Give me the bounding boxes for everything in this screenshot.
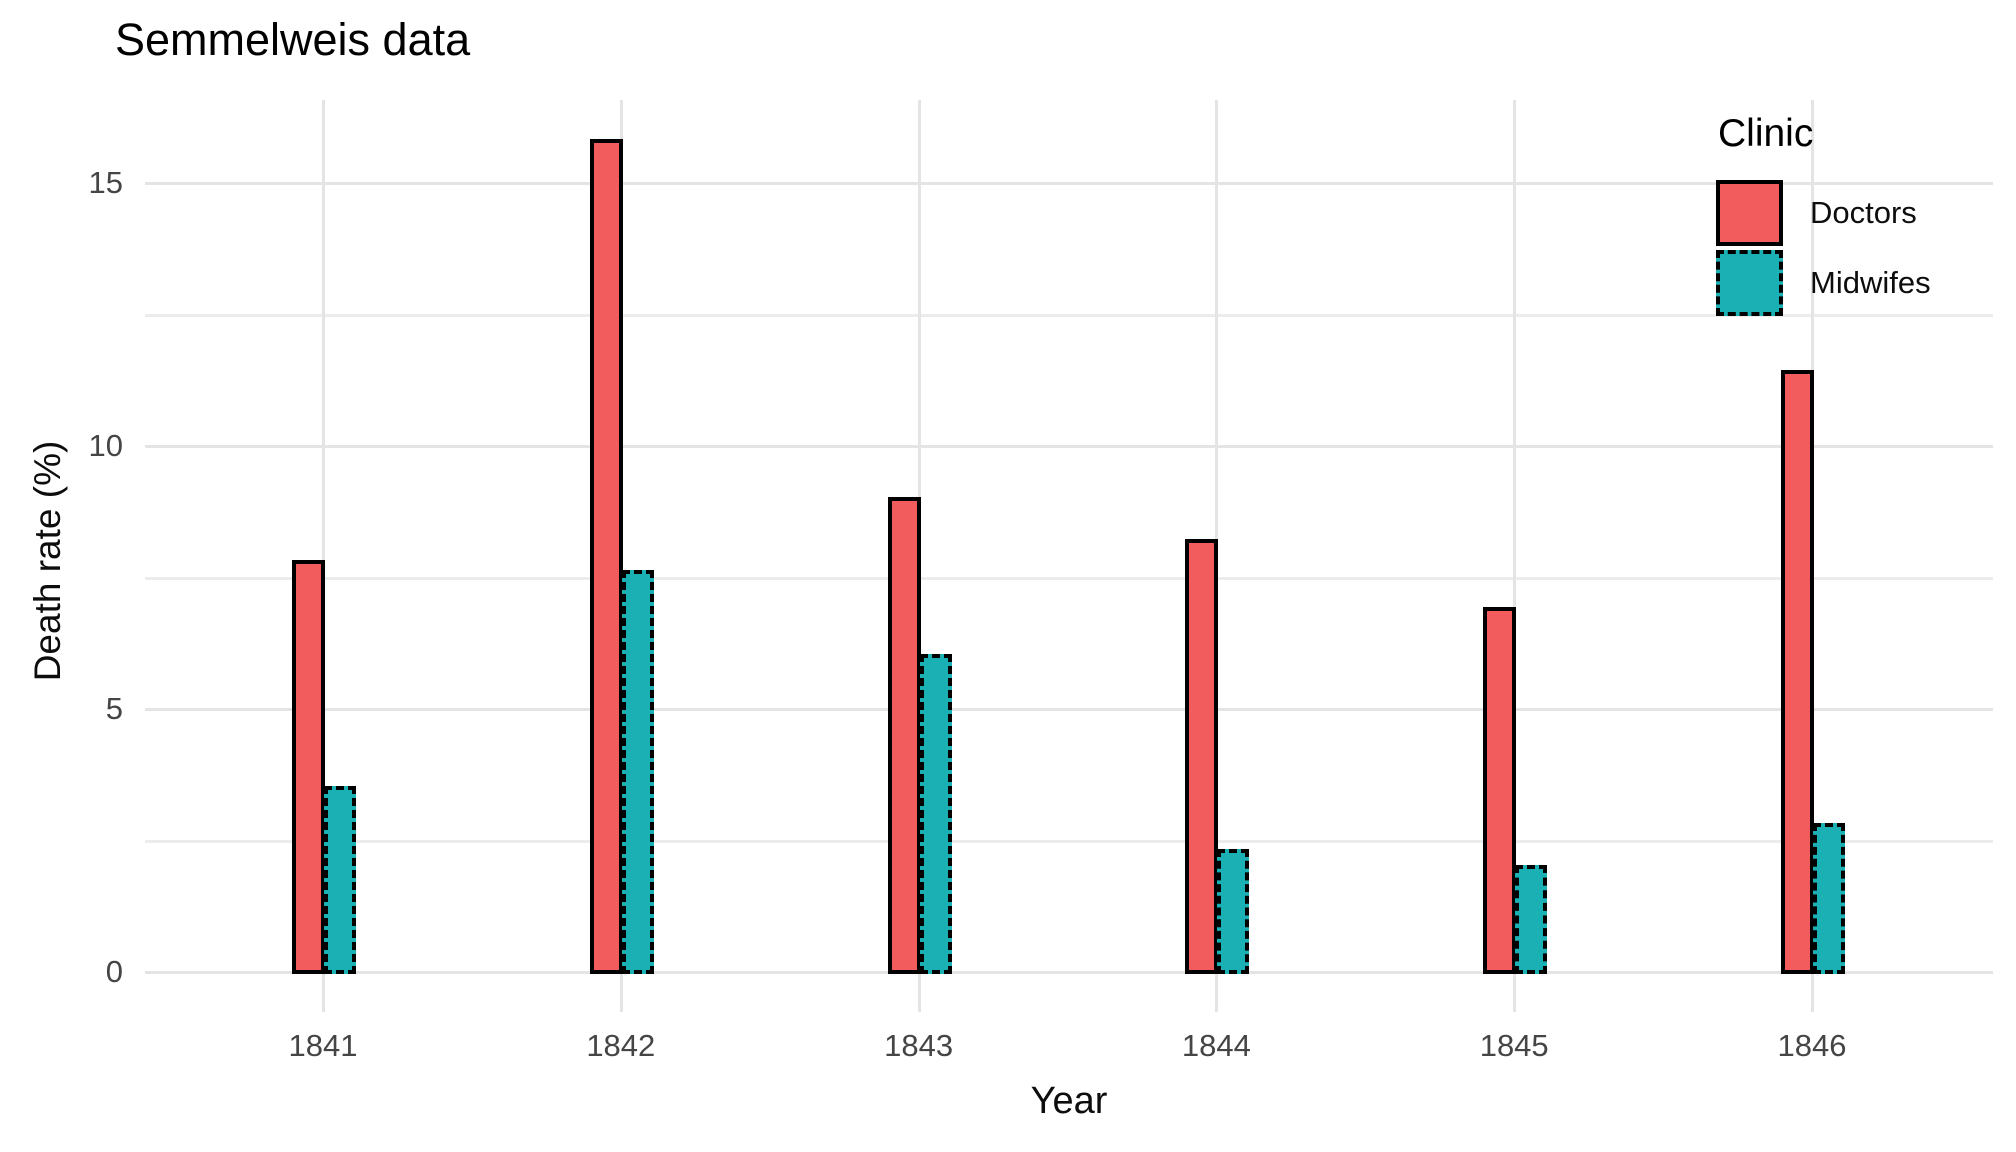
- y-tick-0: 0: [105, 954, 123, 989]
- bar-midwifes-1841: [324, 785, 356, 974]
- gridline-minor-y-7.5: [145, 576, 1993, 580]
- x-tick-1844: 1844: [1181, 1028, 1251, 1063]
- gridline-major-y-15: [145, 182, 1993, 185]
- legend-title: Clinic: [1718, 112, 1814, 155]
- gridline-major-y-10: [145, 445, 1993, 448]
- x-tick-1846: 1846: [1777, 1028, 1847, 1063]
- y-tick-5: 5: [105, 691, 123, 726]
- y-axis-title: Death rate (%): [27, 440, 68, 682]
- legend-label-doctors: Doctors: [1810, 195, 1917, 230]
- bar-doctors-1842: [589, 138, 623, 974]
- bar-doctors-1841: [292, 559, 325, 974]
- y-tick-15: 15: [88, 165, 123, 200]
- legend-swatch-midwifes: [1716, 250, 1783, 316]
- legend-item-doctors: Doctors: [1716, 180, 1931, 246]
- chart-title: Semmelweis data: [115, 14, 471, 65]
- bar-midwifes-1846: [1813, 822, 1845, 974]
- bar-doctors-1845: [1483, 607, 1517, 974]
- bar-midwifes-1842: [621, 570, 654, 974]
- bar-doctors-1844: [1185, 538, 1219, 974]
- bar-doctors-1846: [1781, 370, 1814, 974]
- bar-midwifes-1845: [1515, 864, 1548, 974]
- gridline-major-y-0: [145, 971, 1993, 974]
- gridline-major-y-5: [145, 708, 1993, 711]
- x-tick-1845: 1845: [1479, 1028, 1549, 1063]
- x-axis-title: Year: [1030, 1080, 1108, 1122]
- x-tick-1841: 1841: [288, 1028, 358, 1063]
- legend-items: Doctors Midwifes: [1716, 180, 1931, 316]
- bar-midwifes-1844: [1217, 849, 1250, 974]
- y-tick-10: 10: [88, 428, 123, 463]
- bar-doctors-1843: [887, 496, 921, 974]
- gridline-minor-y-2.5: [145, 839, 1993, 843]
- legend-label-midwifes: Midwifes: [1810, 265, 1931, 300]
- gridline-x-1841: [322, 100, 325, 1012]
- gridline-minor-y-12.5: [145, 313, 1993, 317]
- gridline-x-1845: [1513, 100, 1517, 1012]
- x-tick-1842: 1842: [586, 1028, 656, 1063]
- legend-swatch-doctors: [1716, 180, 1783, 246]
- x-tick-1843: 1843: [884, 1028, 954, 1063]
- bar-midwifes-1843: [919, 654, 952, 974]
- legend: Clinic Doctors Midwifes: [1716, 112, 1931, 320]
- legend-item-midwifes: Midwifes: [1716, 250, 1931, 316]
